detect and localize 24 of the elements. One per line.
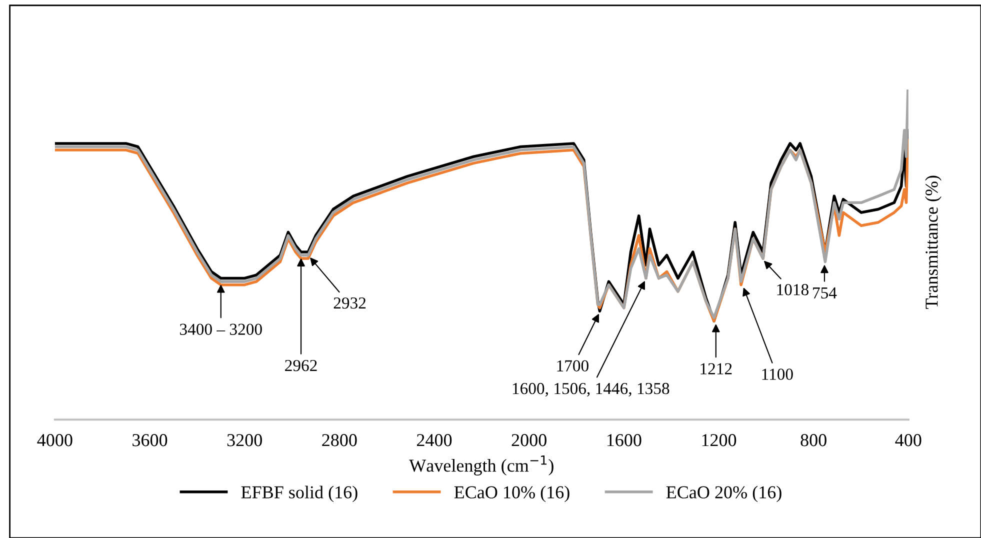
x-tick-label: 2800: [322, 434, 357, 446]
x-tick-label: 2400: [416, 434, 452, 446]
x-tick-label: 3200: [227, 434, 262, 446]
legend-label: ECaO 10% (16): [454, 486, 570, 502]
annotation: 1212: [700, 363, 732, 374]
annotation: 1700: [557, 360, 588, 372]
x-tick-label: 2000: [512, 434, 546, 446]
annotation: 754: [813, 287, 837, 299]
x-tick-label: 1200: [702, 434, 736, 446]
x-tick-label: 800: [800, 434, 826, 446]
annotation: 2932: [334, 297, 366, 309]
y-axis-title: Transmittance (%): [925, 176, 942, 309]
legend-label: EFBF solid (16): [241, 486, 358, 502]
annotation: 2962: [285, 360, 317, 372]
annotation: 1018: [777, 284, 808, 296]
x-tick-label: 1600: [607, 434, 642, 446]
x-axis-title: Wavelength (cm$^{−1}$): [409, 455, 554, 476]
annotation: 1600, 1506, 1446, 1358: [512, 382, 670, 397]
x-tick-label: 3600: [132, 434, 168, 446]
legend-label: ECaO 20% (16): [666, 486, 782, 502]
x-tick-label: 4000: [37, 434, 72, 446]
x-tick-label: 400: [895, 434, 922, 446]
annotation: 1100: [762, 368, 793, 380]
annotation: 3400 – 3200: [180, 324, 262, 335]
